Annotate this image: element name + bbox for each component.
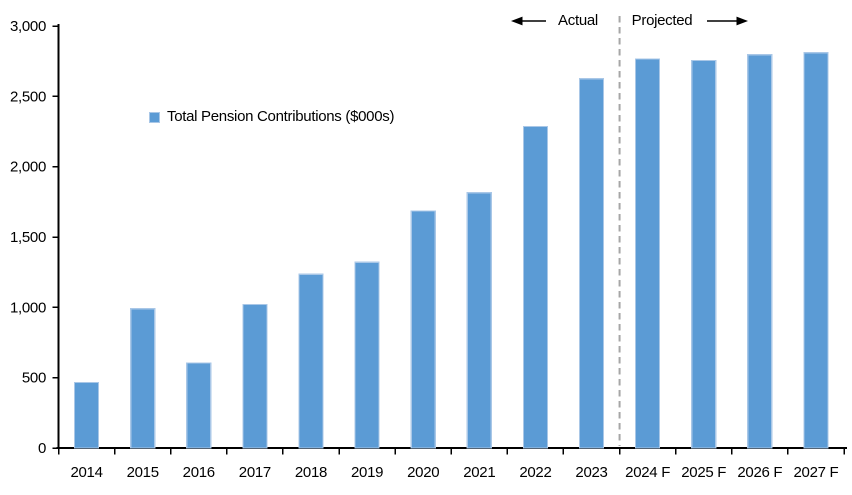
- y-tick-label: 2,500: [10, 88, 46, 105]
- x-tick-label: 2020: [407, 464, 439, 481]
- x-tick-label: 2027 F: [793, 464, 838, 481]
- x-tick-label: 2018: [295, 464, 327, 481]
- x-tick-label: 2014: [70, 464, 102, 481]
- chart-legend: Total Pension Contributions ($000s): [149, 108, 394, 126]
- y-tick-label: 1,000: [10, 299, 46, 316]
- bar-2016: [186, 362, 212, 449]
- legend-series-marker-icon: [149, 111, 160, 123]
- bar-2024 F: [635, 58, 661, 449]
- x-tick-label: 2017: [239, 464, 271, 481]
- bar-2025 F: [691, 59, 717, 449]
- annotation-actual-label: Actual: [558, 12, 598, 29]
- x-tick-label: 2023: [575, 464, 607, 481]
- bar-2026 F: [747, 54, 773, 449]
- x-tick-label: 2026 F: [737, 464, 782, 481]
- bar-2014: [73, 381, 100, 449]
- bar-2019: [354, 261, 380, 449]
- bar-2020: [410, 210, 436, 449]
- x-tick-label: 2024 F: [625, 464, 670, 481]
- y-tick-label: 2,000: [10, 159, 46, 176]
- annotation-projected-label: Projected: [631, 12, 693, 29]
- x-tick-label: 2016: [183, 464, 215, 481]
- bar-2022: [522, 125, 549, 449]
- x-tick-label: 2019: [351, 464, 383, 481]
- bar-2023: [578, 78, 605, 449]
- x-tick-label: 2021: [463, 464, 495, 481]
- bar-2021: [466, 192, 492, 449]
- y-tick-label: 0: [38, 440, 46, 457]
- x-tick-label: 2015: [127, 464, 159, 481]
- projected-arrow-head-icon: [736, 16, 748, 26]
- bar-2018: [298, 273, 324, 449]
- actual-arrow-head-icon: [511, 16, 523, 26]
- x-tick-label: 2025 F: [681, 464, 726, 481]
- bar-2017: [242, 303, 268, 449]
- bar-2027 F: [803, 52, 829, 449]
- y-tick-label: 3,000: [10, 18, 46, 35]
- legend-label: Total Pension Contributions ($000s): [167, 108, 395, 125]
- y-tick-label: 500: [22, 370, 46, 387]
- y-tick-label: 1,500: [10, 229, 46, 246]
- bar-2015: [130, 308, 156, 449]
- x-tick-label: 2022: [519, 464, 551, 481]
